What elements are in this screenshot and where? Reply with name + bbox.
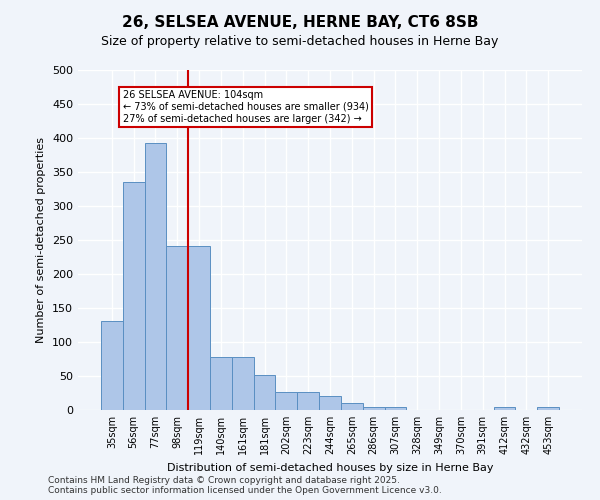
Bar (123, 182, 145, 410)
Text: 26 SELSEA AVENUE: 104sqm
← 73% of semi-detached houses are smaller (934)
27% of : 26 SELSEA AVENUE: 104sqm ← 73% of semi-d… (123, 90, 368, 124)
Bar (145, 144, 166, 410)
Bar (166, 246, 188, 410)
Bar (275, 392, 297, 410)
X-axis label: Distribution of semi-detached houses by size in Herne Bay: Distribution of semi-detached houses by … (167, 462, 493, 472)
Bar (254, 376, 275, 410)
Bar (210, 357, 232, 410)
Bar (319, 396, 341, 410)
Bar (188, 246, 210, 410)
Bar (537, 406, 559, 410)
Bar (232, 357, 254, 410)
Text: Contains HM Land Registry data © Crown copyright and database right 2025.
Contai: Contains HM Land Registry data © Crown c… (48, 476, 442, 495)
Bar (101, 321, 123, 410)
Text: Size of property relative to semi-detached houses in Herne Bay: Size of property relative to semi-detach… (101, 35, 499, 48)
Text: 26, SELSEA AVENUE, HERNE BAY, CT6 8SB: 26, SELSEA AVENUE, HERNE BAY, CT6 8SB (122, 15, 478, 30)
Bar (341, 403, 363, 410)
Bar (385, 406, 406, 410)
Bar (363, 406, 385, 410)
Bar (494, 406, 515, 410)
Bar (297, 392, 319, 410)
Y-axis label: Number of semi-detached properties: Number of semi-detached properties (37, 137, 46, 343)
